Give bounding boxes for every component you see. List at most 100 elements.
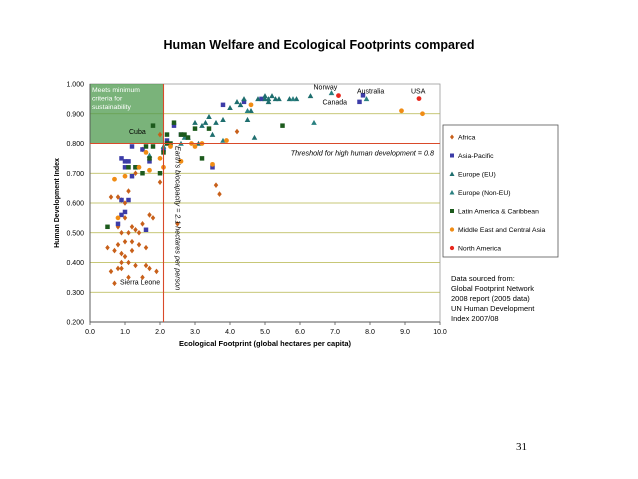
data-point (157, 155, 163, 161)
x-tick-label: 6.0 (295, 329, 305, 336)
data-point (192, 119, 198, 125)
source-line: UN Human Development (451, 304, 535, 313)
data-point (265, 99, 272, 105)
y-tick-label: 0.300 (66, 290, 84, 297)
data-point (210, 165, 215, 170)
data-point (112, 176, 117, 182)
data-point (157, 171, 163, 176)
source-note: Data sourced from: Global Footprint Netw… (451, 274, 534, 324)
data-point (178, 132, 184, 137)
data-point (136, 164, 142, 170)
axes: 0.200 0.300 0.400 0.500 0.600 0.700 0.800 0.900… (54, 82, 447, 349)
data-point (126, 165, 131, 170)
source-line: Index 2007/08 (451, 314, 499, 323)
data-point (168, 144, 173, 149)
y-tick-label: 0.600 (66, 201, 84, 208)
data-point (234, 99, 240, 105)
legend-marker (449, 227, 455, 232)
data-point (416, 96, 422, 101)
legend-label: Asia-Pacific (458, 153, 494, 160)
legend-marker (449, 190, 455, 195)
data-point (119, 212, 124, 218)
data-point (140, 221, 145, 227)
data-point (122, 159, 128, 164)
x-tick-label: 8.0 (365, 329, 375, 336)
data-point (311, 119, 317, 125)
data-point (119, 265, 124, 272)
data-point (217, 191, 222, 197)
data-point (206, 113, 212, 119)
data-point (363, 96, 370, 102)
data-point (251, 134, 258, 140)
data-point (210, 161, 215, 167)
data-point (175, 221, 180, 227)
y-tick-label: 0.700 (66, 171, 84, 178)
data-point (133, 262, 138, 269)
data-point (122, 238, 128, 245)
data-point (115, 221, 121, 227)
data-point (357, 99, 362, 105)
data-point (272, 96, 279, 102)
data-point (276, 96, 282, 102)
legend: Africa Asia-Pacific Europe (EU) Europe (Non… (442, 124, 559, 258)
data-point (399, 108, 404, 114)
data-point (119, 156, 124, 161)
data-point (126, 197, 131, 203)
data-point (244, 116, 251, 122)
data-point (112, 280, 117, 287)
x-tick-label: 3.0 (190, 329, 200, 336)
page-number: 31 (516, 441, 527, 453)
data-point (209, 131, 216, 137)
data-point (147, 167, 152, 173)
x-tick-label: 5.0 (260, 329, 270, 336)
legend-label: Africa (458, 135, 476, 142)
data-point (420, 111, 425, 117)
data-point (108, 268, 114, 275)
y-tick-label: 0.200 (66, 320, 84, 327)
data-point (182, 132, 187, 137)
y-tick-label: 0.900 (66, 111, 84, 118)
data-point (237, 102, 244, 108)
legend-marker (450, 134, 454, 140)
data-point (157, 131, 163, 138)
country-label: Sierra Leone (120, 280, 160, 287)
data-point (150, 215, 156, 221)
legend-marker (450, 153, 454, 158)
data-point (157, 179, 163, 185)
data-point (143, 227, 149, 233)
data-point (150, 144, 156, 149)
source-line: Global Footprint Network (451, 284, 534, 293)
data-point (234, 128, 240, 135)
country-label: Canada (323, 100, 348, 107)
y-axis-title: Human Development Index (54, 158, 61, 248)
data-point (133, 226, 138, 233)
x-tick-label: 1.0 (120, 329, 130, 336)
legend-marker (450, 209, 454, 213)
data-point (122, 165, 128, 170)
data-point (213, 182, 219, 188)
data-point (143, 244, 149, 251)
data-point (147, 265, 152, 272)
data-point (199, 122, 205, 128)
data-point (307, 93, 314, 99)
data-point (105, 244, 110, 251)
legend-label: Europe (Non-EU) (458, 190, 511, 197)
data-point (143, 144, 149, 149)
data-point (108, 194, 114, 200)
series-europe-eu- (185, 93, 314, 146)
legend-box (442, 124, 559, 258)
y-tick-label: 0.500 (66, 230, 84, 237)
data-point (259, 96, 264, 102)
data-point (136, 229, 142, 236)
data-point (122, 215, 128, 221)
data-point (171, 120, 177, 125)
data-point (178, 158, 184, 164)
data-point (280, 123, 285, 128)
data-point (147, 159, 152, 164)
threshold-label: Threshold for high human development = 0… (291, 149, 434, 158)
data-point (119, 197, 124, 203)
data-point (202, 119, 209, 125)
chart-title: Human Welfare and Ecological Footprints … (163, 38, 475, 52)
data-point (119, 229, 124, 236)
annotations: Threshold for high human development = 0… (90, 84, 440, 322)
